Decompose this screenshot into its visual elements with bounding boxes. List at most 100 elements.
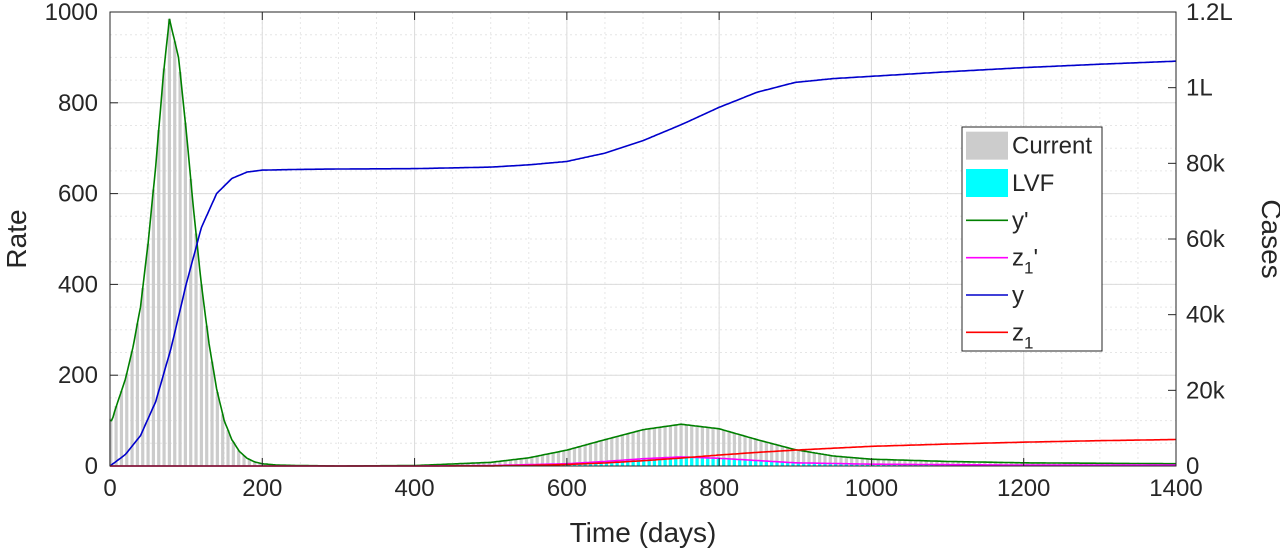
y-right-tick-label: 40k [1186, 302, 1226, 329]
bar-lvf [807, 463, 811, 466]
bar-current [908, 460, 912, 466]
bar-current [205, 325, 209, 466]
bar-current [823, 454, 827, 466]
bar-current [610, 437, 614, 466]
bar-current [221, 414, 225, 466]
bar-current [551, 452, 555, 466]
bar-lvf [839, 463, 843, 466]
bar-lvf [818, 463, 822, 466]
bar-lvf [871, 464, 875, 466]
bar-current [631, 432, 635, 466]
bar-current [109, 418, 113, 466]
bar-lvf [626, 459, 630, 466]
x-axis-label: Time (days) [570, 517, 717, 548]
bar-lvf [828, 463, 832, 466]
bar-lvf [898, 464, 902, 466]
bar-current [903, 460, 907, 466]
bar-lvf [732, 459, 736, 466]
bar-lvf [748, 460, 752, 466]
bar-lvf [882, 464, 886, 466]
bar-lvf [892, 464, 896, 466]
bar-current [716, 428, 720, 466]
bar-current [913, 460, 918, 466]
legend-label-y-prime: y' [1012, 207, 1029, 234]
bar-current [770, 443, 774, 466]
bar-lvf [913, 464, 918, 466]
bar-lvf [850, 463, 854, 466]
bar-current [178, 71, 182, 466]
legend-label-current: Current [1012, 133, 1092, 160]
bar-current [796, 450, 800, 466]
x-tick-label: 0 [103, 475, 116, 502]
bar-lvf [716, 458, 720, 466]
bar-current [732, 433, 736, 466]
bar-lvf [620, 460, 625, 466]
y-left-tick-label: 400 [58, 271, 98, 298]
bar-current [668, 425, 673, 466]
bar-current [850, 457, 854, 466]
bar-current [492, 461, 497, 466]
bar-lvf [754, 460, 758, 466]
bar-current [695, 426, 699, 466]
legend-swatch-current [966, 131, 1008, 160]
bar-current [924, 460, 928, 466]
bar-lvf [711, 458, 715, 466]
bar-current [540, 455, 545, 466]
bar-current [828, 455, 832, 466]
bar-current [514, 459, 518, 466]
y-right-tick-label: 0 [1186, 453, 1199, 480]
bar-current [199, 284, 203, 466]
bar-current [588, 443, 593, 466]
bar-current [951, 461, 955, 466]
bar-lvf [700, 457, 704, 466]
bar-current [487, 462, 491, 466]
bar-lvf [674, 457, 678, 466]
bar-current [604, 439, 609, 466]
bar-lvf [844, 463, 848, 466]
bar-current [119, 391, 124, 466]
bar-current [162, 68, 166, 466]
bar-current [263, 464, 267, 466]
bar-current [471, 463, 475, 466]
legend: Current LVF y' z1' y z1 [961, 126, 1103, 352]
x-tick-label: 400 [395, 475, 435, 502]
x-tick-label: 600 [547, 475, 587, 502]
y-left-tick-label: 800 [58, 90, 98, 117]
bar-current [562, 450, 566, 466]
bar-lvf [855, 463, 859, 466]
bar-current [711, 428, 715, 466]
bar-lvf [786, 462, 790, 466]
bar-current [818, 453, 822, 466]
bar-lvf [658, 457, 662, 466]
y-right-tick-label: 80k [1186, 150, 1226, 177]
bar-current [503, 460, 507, 466]
bar-lvf [615, 460, 619, 466]
bar-current [690, 425, 694, 466]
bar-current [626, 433, 630, 466]
bar-lvf [631, 459, 635, 466]
bar-current [583, 445, 587, 466]
x-tick-label: 1000 [845, 475, 898, 502]
bar-current [141, 288, 145, 466]
bar-current [524, 458, 529, 466]
bar-lvf [663, 457, 667, 466]
bar-current [860, 458, 864, 466]
bar-lvf [743, 459, 747, 466]
bar-lvf [908, 464, 912, 466]
bar-current [210, 361, 214, 466]
bar-current [258, 463, 262, 466]
bar-current [839, 456, 843, 466]
x-tick-label: 200 [242, 475, 282, 502]
bar-current [599, 440, 603, 466]
bar-current [679, 424, 683, 466]
bar-current [114, 406, 118, 466]
bar-current [743, 436, 747, 466]
bar-current [556, 451, 561, 466]
bar-lvf [770, 461, 774, 466]
bar-lvf [866, 464, 870, 466]
bar-current [578, 446, 582, 466]
series-line-y [109, 60, 1176, 467]
bar-lvf [647, 458, 651, 466]
bars-current [109, 18, 1174, 467]
y-right-tick-label: 1L [1186, 75, 1213, 102]
